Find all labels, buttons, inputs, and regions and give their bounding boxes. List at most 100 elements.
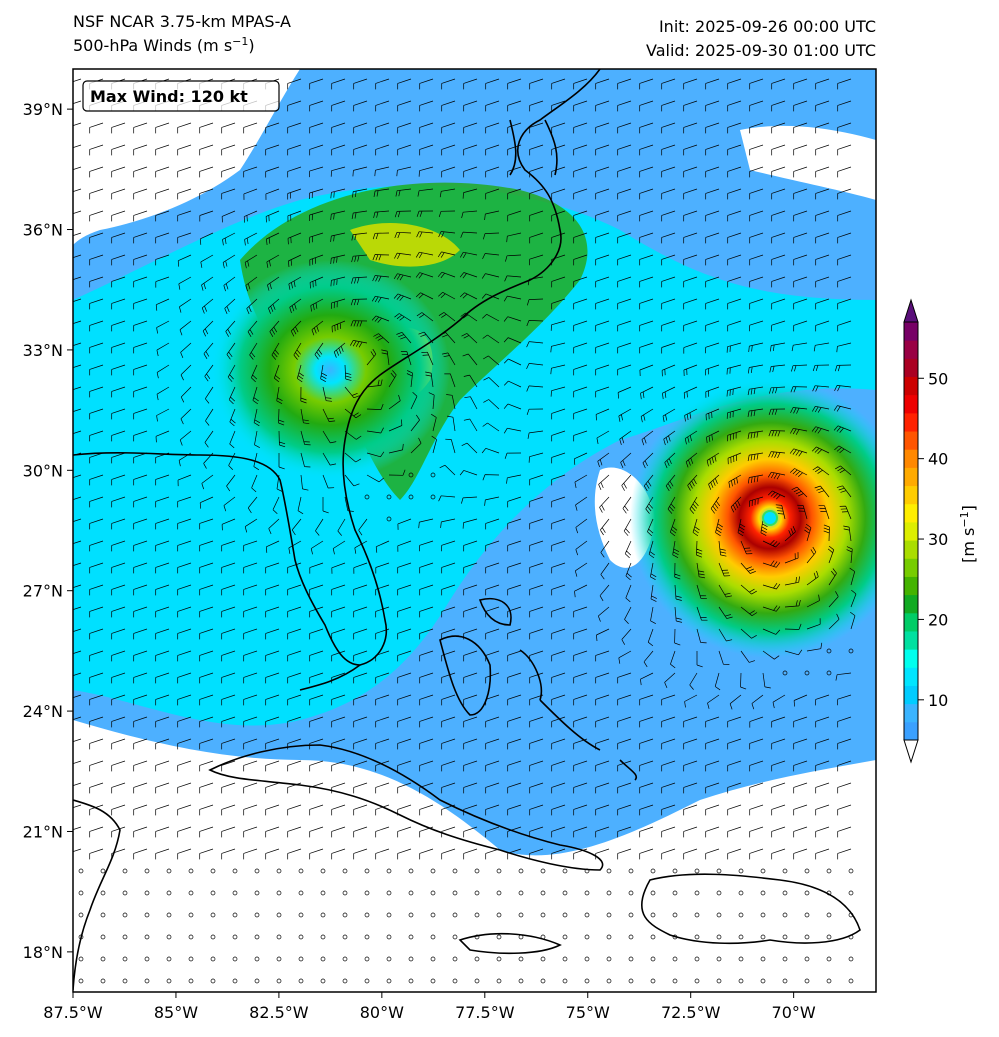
low-circulation-fill <box>210 260 450 480</box>
colorbar-segment <box>904 594 918 614</box>
calm-station-circle <box>738 912 744 918</box>
calm-station-circle <box>804 868 810 874</box>
calm-station-circle <box>562 912 568 918</box>
calm-station-circle <box>738 956 744 962</box>
calm-station-circle <box>716 890 722 896</box>
calm-station-circle <box>694 868 700 874</box>
yucatan <box>73 799 121 991</box>
calm-station-circle <box>320 890 326 896</box>
calm-station-circle <box>826 956 832 962</box>
calm-station-circle <box>694 890 700 896</box>
calm-station-circle <box>210 978 216 984</box>
calm-station-circle <box>364 912 370 918</box>
calm-station-circle <box>430 890 436 896</box>
calm-station-circle <box>496 912 502 918</box>
calm-station-circle <box>386 956 392 962</box>
colorbar-segment <box>904 667 918 686</box>
lon-tick-label: 85°W <box>154 1003 198 1022</box>
calm-station-circle <box>122 890 128 896</box>
calm-station-circle <box>188 934 194 940</box>
lon-tick-label: 70°W <box>772 1003 816 1022</box>
calm-station-circle <box>496 868 502 874</box>
calm-station-circle <box>452 956 458 962</box>
calm-station-circle <box>848 890 854 896</box>
colorbar-segment <box>904 322 918 341</box>
calm-station-circle <box>364 890 370 896</box>
jamaica <box>458 932 562 955</box>
calm-station-circle <box>298 890 304 896</box>
calm-station-circle <box>496 978 502 984</box>
colorbar-segment <box>904 485 918 505</box>
calm-station-circle <box>672 890 678 896</box>
hurricane-eye <box>762 510 778 526</box>
calm-station-circle <box>606 890 612 896</box>
field-title: 500-hPa Winds (m s−1) <box>73 36 291 60</box>
field-title-text: 500-hPa Winds (m s <box>73 36 233 55</box>
calm-station-circle <box>518 868 524 874</box>
calm-station-circle <box>848 648 854 654</box>
calm-station-circle <box>804 956 810 962</box>
lat-tick-label: 33°N <box>23 341 63 360</box>
calm-station-circle <box>650 868 656 874</box>
calm-station-circle <box>320 956 326 962</box>
calm-station-circle <box>452 868 458 874</box>
calm-station-circle <box>650 934 656 940</box>
calm-station-circle <box>672 912 678 918</box>
calm-station-circle <box>540 956 546 962</box>
calm-station-circle <box>386 978 392 984</box>
calm-station-circle <box>122 934 128 940</box>
calm-station-circle <box>694 978 700 984</box>
calm-station-circle <box>760 978 766 984</box>
calm-station-circle <box>386 516 392 522</box>
calm-station-circle <box>254 956 260 962</box>
calm-station-circle <box>122 868 128 874</box>
max-wind-box: Max Wind: 120 kt <box>82 80 280 112</box>
calm-station-circle <box>716 912 722 918</box>
calm-station-circle <box>738 868 744 874</box>
calm-station-circle <box>826 670 832 676</box>
calm-station-circle <box>474 956 480 962</box>
lon-tick-label: 82.5°W <box>249 1003 309 1022</box>
model-title: NSF NCAR 3.75-km MPAS-A <box>73 12 291 31</box>
calm-station-circle <box>760 868 766 874</box>
calm-station-circle <box>606 956 612 962</box>
calm-station-circle <box>474 912 480 918</box>
title-block: NSF NCAR 3.75-km MPAS-A 500-hPa Winds (m… <box>73 12 291 60</box>
max-wind-text: Max Wind: 120 kt <box>90 87 248 106</box>
calm-station-circle <box>188 890 194 896</box>
init-time: Init: 2025-09-26 00:00 UTC <box>658 17 876 36</box>
calm-station-circle <box>364 956 370 962</box>
calm-station-circle <box>144 978 150 984</box>
lon-tick-label: 75°W <box>566 1003 610 1022</box>
colorbar-segment <box>904 521 918 541</box>
calm-station-circle <box>650 890 656 896</box>
calm-station-circle <box>804 912 810 918</box>
calm-station-circle <box>584 956 590 962</box>
calm-zone-south <box>73 720 876 992</box>
calm-station-circle <box>430 912 436 918</box>
calm-station-circle <box>298 934 304 940</box>
calm-station-circle <box>254 868 260 874</box>
calm-station-circle <box>562 978 568 984</box>
calm-station-circle <box>540 868 546 874</box>
calm-station-circle <box>144 890 150 896</box>
calm-station-circle <box>628 868 634 874</box>
longitude-axis: 87.5°W 85°W 82.5°W 80°W 77.5°W 75°W 72.5°W 70°W <box>43 992 816 1022</box>
calm-station-circle <box>408 472 414 478</box>
calm-station-circle <box>628 912 634 918</box>
lat-tick-label: 21°N <box>23 822 63 841</box>
calm-station-circle <box>606 868 612 874</box>
calm-station-circle <box>320 868 326 874</box>
calm-station-circle <box>232 934 238 940</box>
calm-station-circle <box>650 978 656 984</box>
calm-station-circle <box>562 934 568 940</box>
bahamas-abaco <box>478 598 512 626</box>
colorbar-segment <box>904 376 918 396</box>
colorbar-segment <box>904 703 918 723</box>
calm-station-circle <box>650 956 656 962</box>
calm-station-circle <box>408 956 414 962</box>
florida-keys <box>299 664 361 691</box>
calm-station-circle <box>386 868 392 874</box>
lon-tick-label: 77.5°W <box>455 1003 515 1022</box>
